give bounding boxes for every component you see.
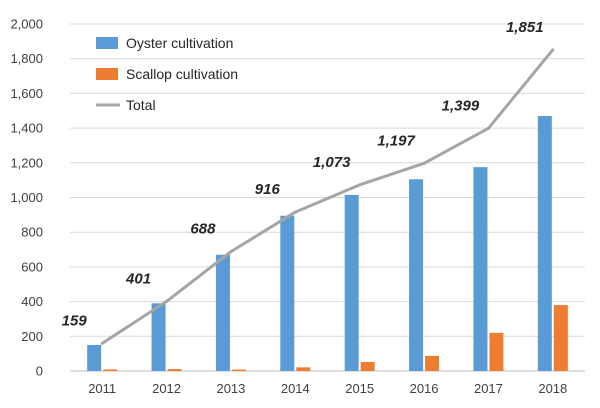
x-tick-label: 2015 <box>345 381 374 396</box>
x-axis: 2011 2012 2013 2014 2015 2016 2017 2018 <box>70 370 585 396</box>
total-data-label: 916 <box>255 181 281 198</box>
total-data-label: 688 <box>190 221 216 238</box>
total-data-label: 1,073 <box>313 154 351 171</box>
x-tick-label: 2017 <box>474 381 503 396</box>
total-data-label: 401 <box>125 270 151 287</box>
y-tick-label: 800 <box>21 225 43 240</box>
oyster-bar <box>151 303 166 371</box>
x-tick-label: 2012 <box>152 381 181 396</box>
oyster-legend-label: Oyster cultivation <box>126 35 233 51</box>
scallop-bar <box>103 369 118 371</box>
oyster-bar <box>537 115 552 371</box>
total-data-label: 1,197 <box>377 132 415 149</box>
y-tick-label: 600 <box>21 259 43 274</box>
oyster-legend-swatch <box>96 37 118 49</box>
bars-layer <box>87 115 568 371</box>
total-point <box>165 299 169 303</box>
x-tick-label: 2018 <box>538 381 567 396</box>
x-tick-label: 2016 <box>410 381 439 396</box>
scallop-bar <box>489 332 504 371</box>
scallop-bar <box>167 369 182 371</box>
oyster-bar <box>87 344 102 371</box>
y-tick-label: 400 <box>21 294 43 309</box>
y-tick-label: 0 <box>36 364 43 379</box>
total-line-layer <box>100 48 555 345</box>
total-point <box>293 210 297 214</box>
x-tick-label: 2013 <box>216 381 245 396</box>
y-tick-label: 200 <box>21 329 43 344</box>
scallop-bar <box>296 367 311 371</box>
oyster-bar <box>280 215 295 371</box>
total-line <box>101 48 554 345</box>
oyster-bar <box>409 179 424 371</box>
y-tick-label: 1,800 <box>10 51 43 66</box>
oyster-bar <box>344 194 359 371</box>
total-point <box>100 341 104 345</box>
y-tick-label: 1,200 <box>10 155 43 170</box>
total-data-label: 1,399 <box>442 97 480 114</box>
scallop-bar <box>231 369 246 371</box>
total-point <box>551 48 555 52</box>
legend: Oyster cultivation Scallop cultivation Tot… <box>96 35 238 113</box>
y-tick-label: 1,400 <box>10 121 43 136</box>
y-tick-label: 1,600 <box>10 86 43 101</box>
total-point <box>229 250 233 254</box>
scallop-legend-label: Scallop cultivation <box>126 66 238 82</box>
total-legend-label: Total <box>126 97 156 113</box>
oyster-bar <box>473 167 488 371</box>
scallop-bar <box>360 361 375 371</box>
y-axis: 0 200 400 600 800 1,000 1,200 1,400 1,600 1,800 2,… <box>10 17 43 379</box>
x-tick-label: 2014 <box>281 381 310 396</box>
x-tick-label: 2011 <box>88 381 116 396</box>
total-data-label: 159 <box>62 312 88 329</box>
scallop-bar <box>553 305 568 371</box>
scallop-bar <box>425 355 440 371</box>
total-point <box>358 183 362 187</box>
total-data-label: 1,851 <box>506 19 544 36</box>
y-tick-label: 2,000 <box>10 17 43 32</box>
total-point <box>486 126 490 130</box>
scallop-legend-swatch <box>96 68 118 80</box>
y-tick-label: 1,000 <box>10 190 43 205</box>
total-labels-layer: 159 401 688 916 1,073 1,197 1,399 1,851 <box>62 19 544 330</box>
total-point <box>422 161 426 165</box>
oyster-bar <box>215 254 230 371</box>
